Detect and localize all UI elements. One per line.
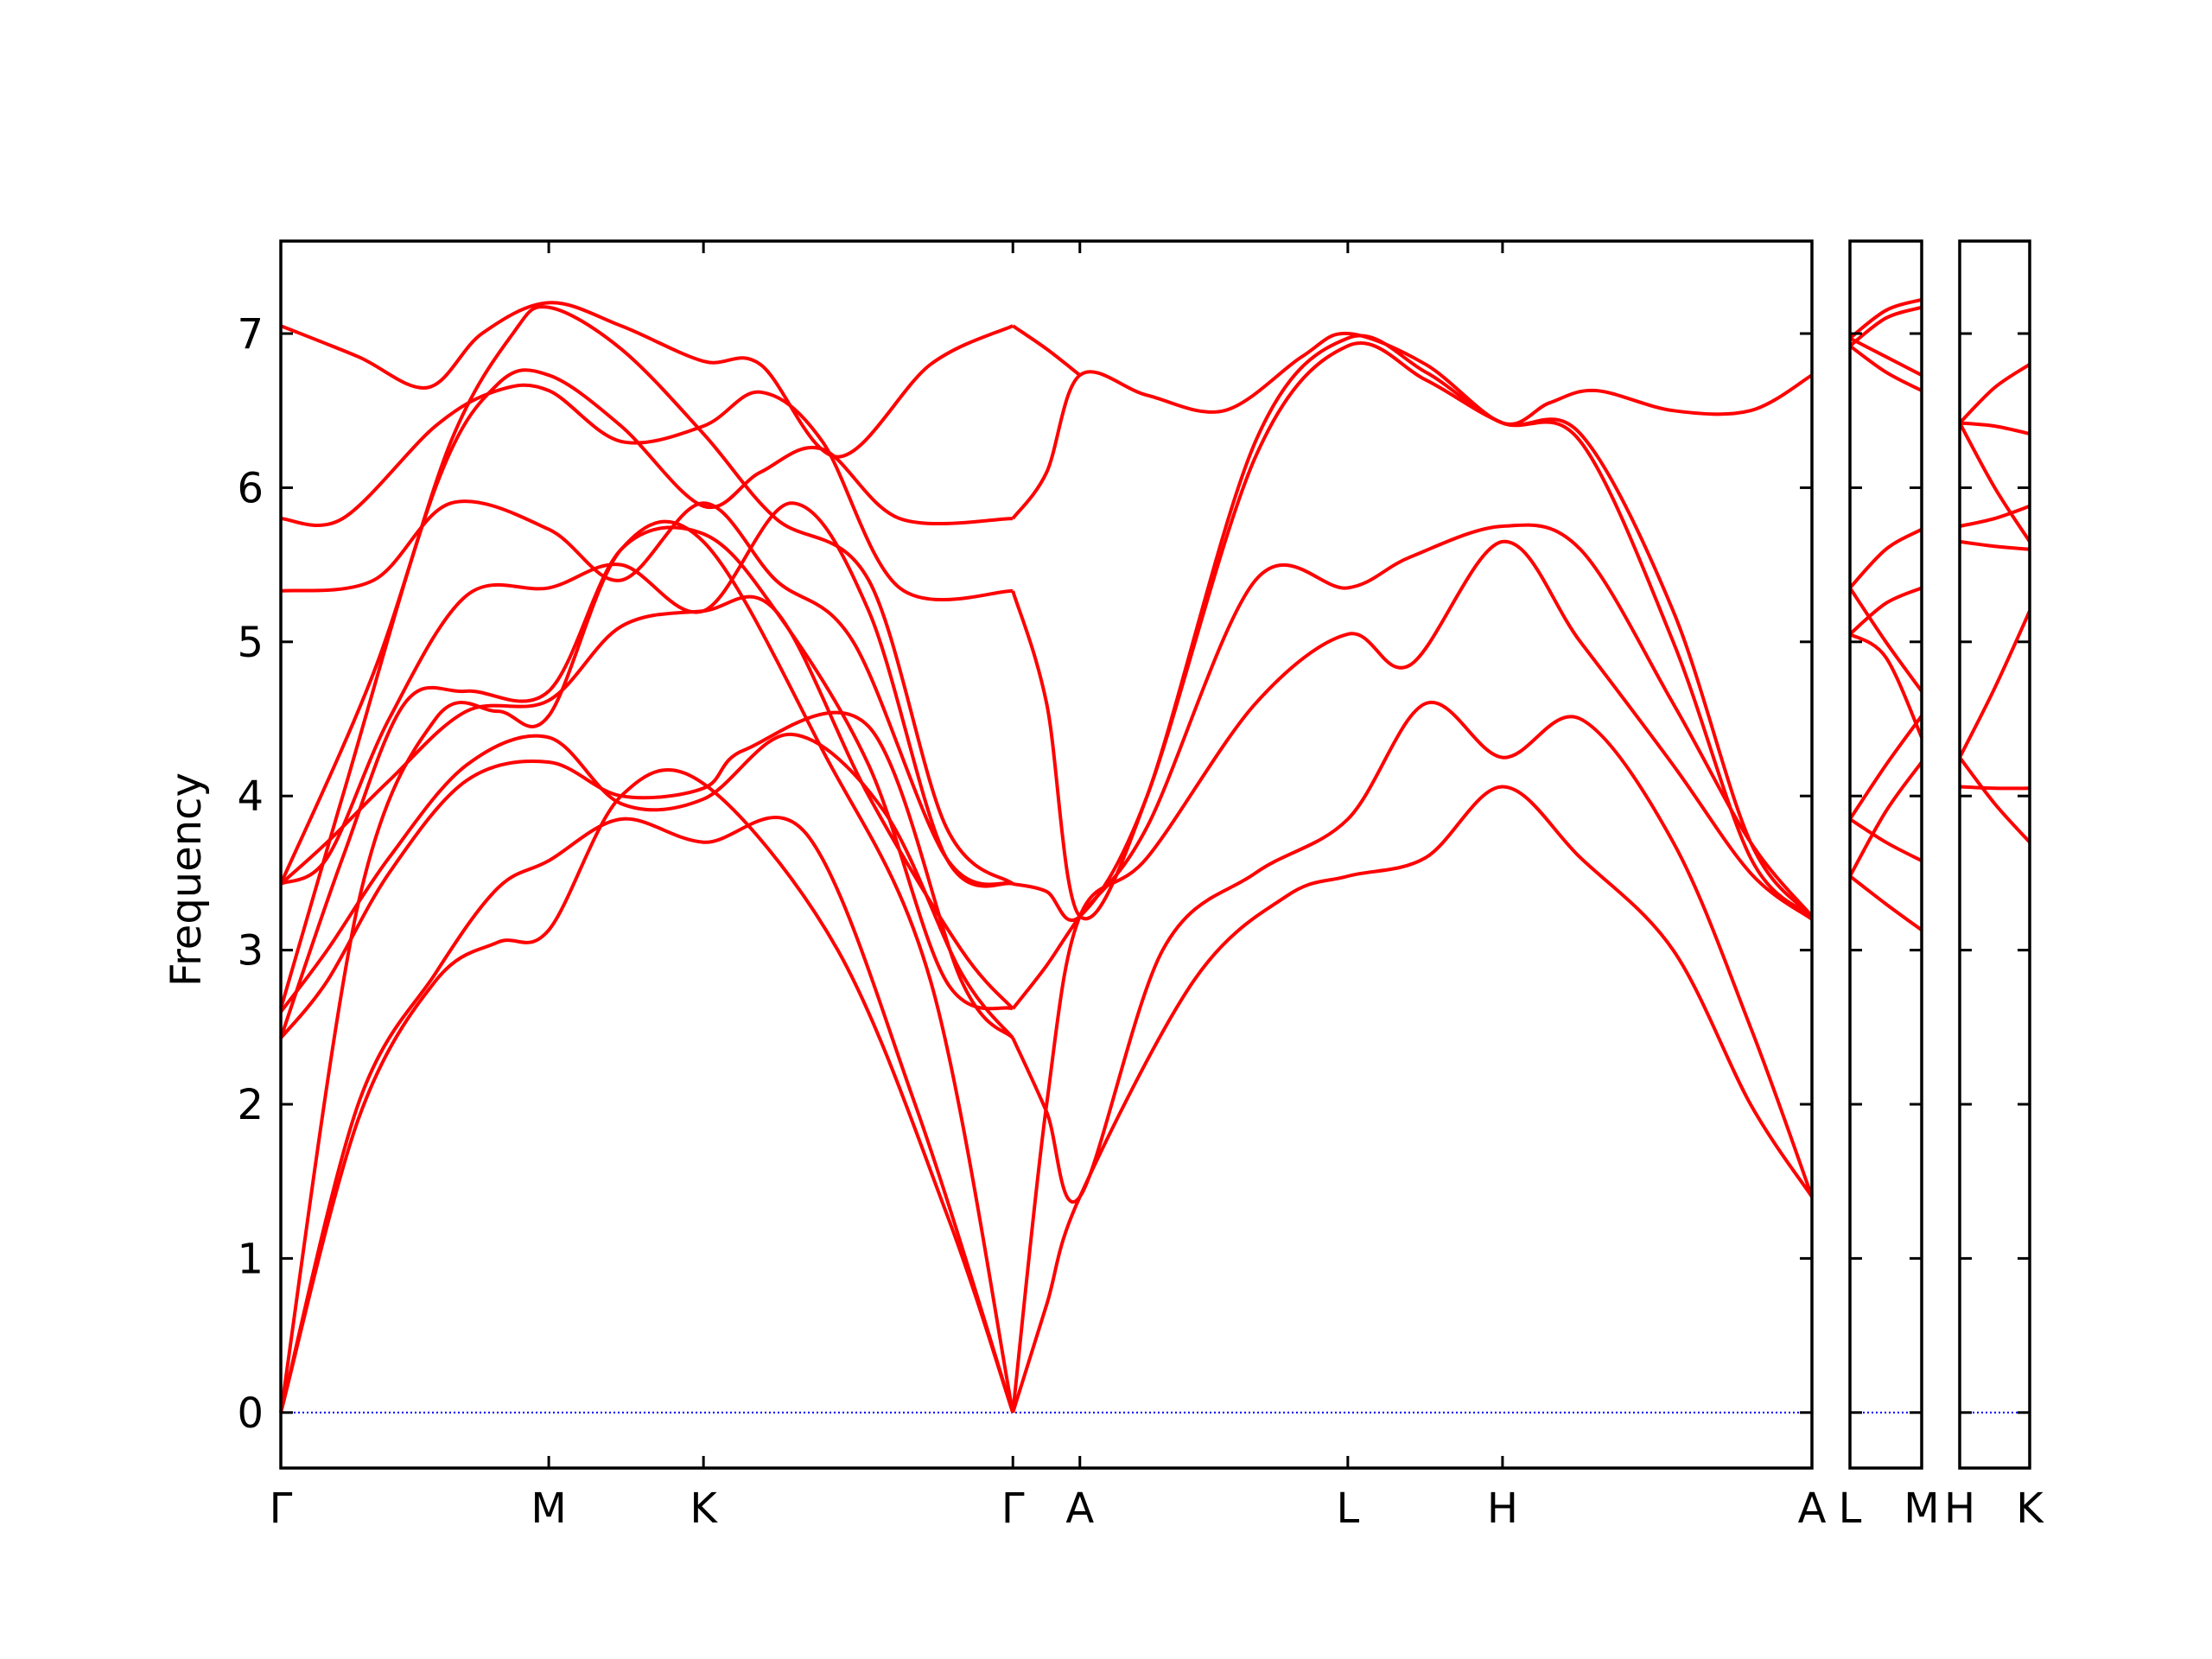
x-tick-label: L <box>1336 1484 1359 1533</box>
y-tick-label: 2 <box>237 1081 264 1129</box>
band-line <box>1958 363 2031 424</box>
band-line <box>1011 785 1814 1414</box>
band-line <box>1959 504 2031 528</box>
band-line <box>280 501 1014 888</box>
band-line <box>1958 610 2031 759</box>
band-line <box>1958 422 2031 543</box>
panel-frame <box>1958 239 2031 1470</box>
y-tick-label: 0 <box>237 1389 264 1438</box>
y-tick-label: 3 <box>237 927 264 976</box>
band-line <box>1959 539 2031 551</box>
y-tick-label: 1 <box>237 1235 264 1283</box>
y-tick-label: 4 <box>237 772 264 821</box>
y-axis-label: Frequency <box>162 772 211 987</box>
band-line <box>279 816 1015 1414</box>
band-line <box>1848 632 1923 739</box>
band-line <box>279 305 1014 886</box>
band-line <box>279 525 1014 1039</box>
band-line <box>1012 324 1082 377</box>
x-tick-label: K <box>690 1484 718 1533</box>
x-tick-label: A <box>1065 1484 1094 1533</box>
x-tick-label: H <box>1487 1484 1518 1533</box>
band-line <box>1012 341 1814 923</box>
y-tick-label: 5 <box>237 619 264 667</box>
band-line <box>279 767 1015 1414</box>
band-line <box>1848 305 1923 347</box>
band-line <box>1848 715 1923 821</box>
band-line <box>1848 527 1923 589</box>
band-line <box>279 519 1015 1414</box>
x-tick-label: Γ <box>1001 1484 1025 1533</box>
x-tick-label: H <box>1944 1484 1975 1533</box>
x-tick-label: L <box>1839 1484 1862 1533</box>
y-tick-label: 7 <box>237 310 264 359</box>
band-line <box>279 368 1014 1009</box>
band-line <box>279 732 1014 1039</box>
band-line <box>1849 336 1923 377</box>
band-line <box>1011 523 1814 1010</box>
band-line <box>1011 700 1814 1204</box>
band-line <box>279 710 1014 1039</box>
band-line <box>1959 785 2031 791</box>
band-line <box>1848 344 1923 392</box>
panel-frame <box>1848 239 1923 1470</box>
band-line <box>1848 874 1923 932</box>
band-line <box>1848 760 1923 877</box>
band-line <box>279 594 1014 1010</box>
band-line <box>1958 756 2031 844</box>
band-line <box>1959 421 2031 435</box>
band-line <box>1011 539 1814 1414</box>
band-line <box>280 499 1014 887</box>
band-line <box>1848 817 1923 862</box>
x-tick-label: M <box>1904 1484 1939 1533</box>
band-line <box>1848 587 1923 693</box>
x-tick-label: M <box>531 1484 566 1533</box>
panel-frame <box>279 239 1814 1470</box>
y-tick-label: 6 <box>237 464 264 512</box>
x-tick-label: A <box>1798 1484 1827 1533</box>
band-line <box>1848 297 1923 340</box>
x-tick-label: Γ <box>270 1484 293 1533</box>
band-line <box>1011 331 1814 520</box>
x-tick-label: K <box>2016 1484 2044 1533</box>
band-line <box>1848 586 1923 636</box>
band-line <box>1011 334 1814 921</box>
band-line <box>280 301 1014 459</box>
